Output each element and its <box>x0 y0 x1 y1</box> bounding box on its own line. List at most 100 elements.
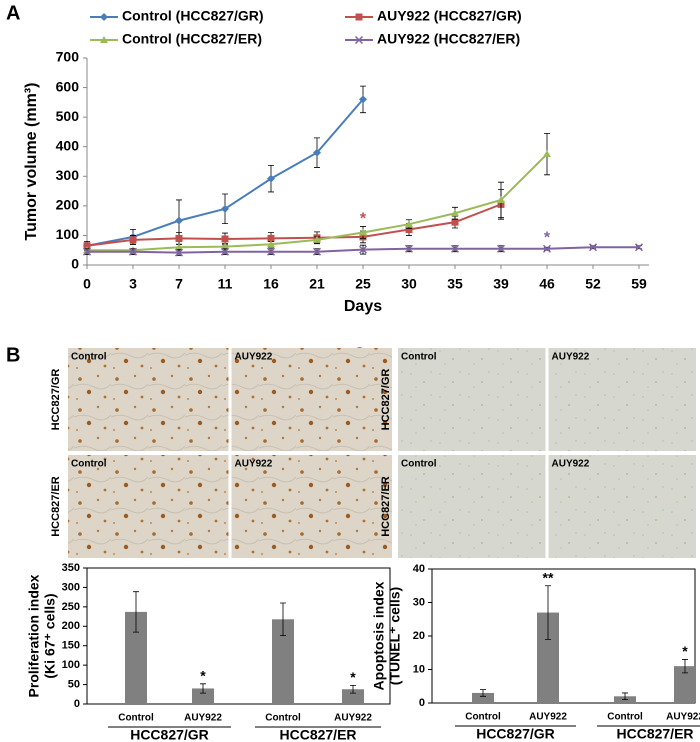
group-label: HCC827/GR <box>476 726 555 742</box>
bar <box>537 612 559 703</box>
marker <box>221 204 229 213</box>
marker <box>359 228 367 236</box>
annotation: * <box>544 230 551 247</box>
y-axis-title: (TUNEL⁺ cells) <box>387 587 403 685</box>
x-tick-label: AUY922 <box>184 713 222 724</box>
marker <box>267 174 275 183</box>
y-tick-label: 40 <box>413 563 425 575</box>
error-bar <box>682 659 688 674</box>
micrograph <box>398 348 546 451</box>
micrograph <box>231 348 392 451</box>
micrograph <box>398 455 546 558</box>
micrograph <box>68 455 229 558</box>
row-label: HCC827/ER <box>50 476 62 537</box>
x-tick-label: AUY922 <box>666 712 700 723</box>
legend-marker <box>355 13 363 21</box>
y-tick-label: 10 <box>413 663 425 675</box>
marker <box>450 244 460 253</box>
row-label: HCC827/GR <box>380 369 392 431</box>
y-axis-title: Proliferation index <box>26 574 42 697</box>
marker <box>175 216 183 225</box>
legend-label: Control (HCC827/GR) <box>122 8 264 24</box>
marker <box>175 234 183 242</box>
y-tick-label: 30 <box>413 596 425 608</box>
bar-annotation: * <box>350 669 356 685</box>
error-bar <box>480 689 486 697</box>
y-tick-label: 300 <box>62 581 80 593</box>
legend-marker <box>100 36 108 43</box>
marker <box>174 248 184 257</box>
x-tick-label: 16 <box>263 276 279 292</box>
bar <box>674 666 696 703</box>
marker <box>634 243 644 252</box>
marker <box>451 209 459 217</box>
bar <box>272 619 294 704</box>
y-tick-label: 100 <box>62 659 80 671</box>
legend-marker <box>100 13 108 21</box>
x-tick-label: 59 <box>631 276 647 292</box>
y-tick-label: 150 <box>62 640 80 652</box>
x-tick-label: 30 <box>401 276 417 292</box>
y-tick-label: 0 <box>419 697 425 709</box>
legend-marker <box>354 35 364 45</box>
group-label: HCC827/ER <box>616 726 693 742</box>
marker <box>129 236 137 244</box>
image-label: AUY922 <box>235 459 273 470</box>
x-tick-label: Control <box>465 712 501 723</box>
y-tick-label: 100 <box>56 226 80 242</box>
y-tick-label: 700 <box>56 49 80 65</box>
marker <box>128 247 138 256</box>
bar <box>192 688 214 704</box>
y-tick-label: 200 <box>56 197 80 213</box>
x-tick-label: 39 <box>493 276 509 292</box>
panel-label: B <box>6 344 20 366</box>
marker <box>542 244 552 253</box>
marker <box>267 234 275 242</box>
marker <box>220 247 230 256</box>
marker <box>266 247 276 256</box>
marker <box>359 95 367 104</box>
micrograph <box>68 348 229 451</box>
group-label: HCC827/GR <box>130 727 209 742</box>
error-bar <box>200 683 206 694</box>
y-tick-label: 200 <box>62 620 80 632</box>
error-bar <box>622 692 628 701</box>
image-label: AUY922 <box>552 352 590 363</box>
y-tick-label: 600 <box>56 78 80 94</box>
y-tick-label: 250 <box>62 601 80 613</box>
marker <box>313 235 321 243</box>
series-line <box>86 203 502 247</box>
marker <box>221 242 229 250</box>
annotation: * <box>360 210 367 227</box>
y-axis-title: (Ki 67⁺ cells) <box>42 593 58 678</box>
y-tick-label: 400 <box>56 137 80 153</box>
marker <box>312 247 322 256</box>
y-tick-label: 350 <box>62 562 80 574</box>
marker <box>267 240 275 248</box>
marker <box>221 235 229 243</box>
micrograph <box>548 455 696 558</box>
y-axis-title: Apoptosis index <box>371 581 387 690</box>
plot-frame <box>86 567 391 705</box>
legend-label: AUY922 (HCC827/GR) <box>377 8 522 24</box>
x-tick-label: 46 <box>539 276 555 292</box>
marker <box>83 242 91 250</box>
error-bar <box>350 684 356 694</box>
x-tick-label: AUY922 <box>334 713 372 724</box>
panel-label: A <box>6 2 20 24</box>
x-tick-label: 25 <box>355 276 371 292</box>
error-bar <box>280 602 286 637</box>
x-tick-label: AUY922 <box>529 712 567 723</box>
y-tick-label: 0 <box>74 698 80 710</box>
marker <box>313 148 321 157</box>
legend-label: AUY922 (HCC827/ER) <box>377 31 520 47</box>
marker <box>543 150 551 158</box>
error-bar <box>545 585 551 640</box>
marker <box>588 243 598 252</box>
legend-label: Control (HCC827/ER) <box>122 31 262 47</box>
x-tick-label: 0 <box>83 276 91 292</box>
x-tick-label: Control <box>265 713 301 724</box>
image-label: Control <box>71 459 107 470</box>
x-tick-label: 35 <box>447 276 463 292</box>
y-tick-label: 300 <box>56 167 80 183</box>
